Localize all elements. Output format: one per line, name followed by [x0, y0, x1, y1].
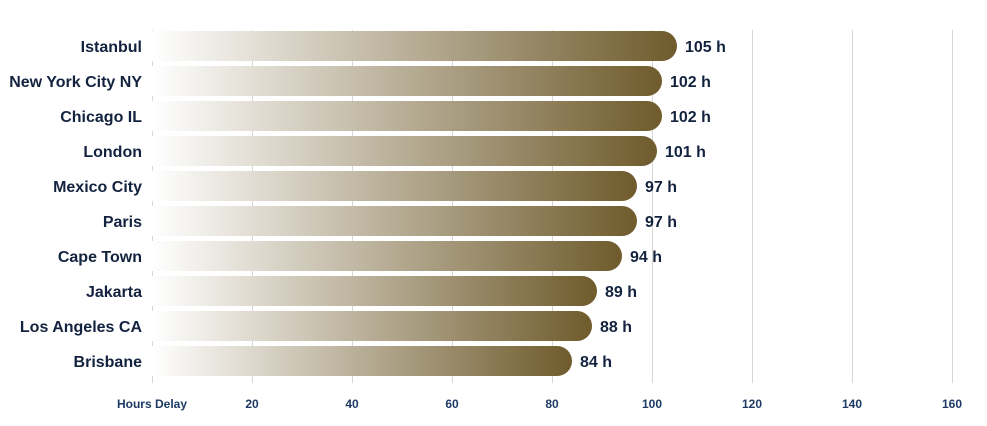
value-label-5: 97 h: [645, 179, 677, 196]
bar-9: [152, 311, 592, 341]
value-label-7: 94 h: [630, 249, 662, 266]
category-labels: Istanbul New York City NY Chicago IL London…: [9, 39, 142, 371]
value-labels: 105 h 102 h 102 h 101 h 97 h 97 h 94 h 89 h 88 h…: [580, 39, 726, 371]
category-label-4: London: [83, 144, 142, 161]
bar-5: [152, 171, 637, 201]
value-label-8: 89 h: [605, 284, 637, 301]
bar-10: [152, 346, 572, 376]
bar-7: [152, 241, 622, 271]
x-tick-label-160: 160: [942, 397, 962, 411]
x-tick-label-120: 120: [742, 397, 762, 411]
value-label-3: 102 h: [670, 109, 711, 126]
x-axis-title: Hours Delay: [117, 397, 187, 411]
bar-4: [152, 136, 657, 166]
category-label-8: Jakarta: [86, 284, 142, 301]
bar-6: [152, 206, 637, 236]
category-label-5: Mexico City: [53, 179, 142, 196]
x-tick-label-100: 100: [642, 397, 662, 411]
x-tick-label-140: 140: [842, 397, 862, 411]
x-tick-label-40: 40: [345, 397, 359, 411]
value-label-2: 102 h: [670, 74, 711, 91]
category-label-6: Paris: [103, 214, 142, 231]
category-label-3: Chicago IL: [60, 109, 142, 126]
value-label-9: 88 h: [600, 319, 632, 336]
bar-2: [152, 66, 662, 96]
category-label-10: Brisbane: [74, 354, 143, 371]
category-label-7: Cape Town: [58, 249, 142, 266]
x-tick-label-80: 80: [545, 397, 559, 411]
value-label-10: 84 h: [580, 354, 612, 371]
x-axis-ticks: 20 40 60 80 100 120 140 160: [245, 397, 962, 411]
x-tick-label-60: 60: [445, 397, 459, 411]
bar-1: [152, 31, 677, 61]
bar-3: [152, 101, 662, 131]
value-label-1: 105 h: [685, 39, 726, 56]
value-label-4: 101 h: [665, 144, 706, 161]
category-label-1: Istanbul: [81, 39, 142, 56]
x-tick-label-20: 20: [245, 397, 259, 411]
category-label-9: Los Angeles CA: [20, 319, 143, 336]
category-label-2: New York City NY: [9, 74, 142, 91]
value-label-6: 97 h: [645, 214, 677, 231]
bar-8: [152, 276, 597, 306]
bars: [152, 31, 677, 376]
